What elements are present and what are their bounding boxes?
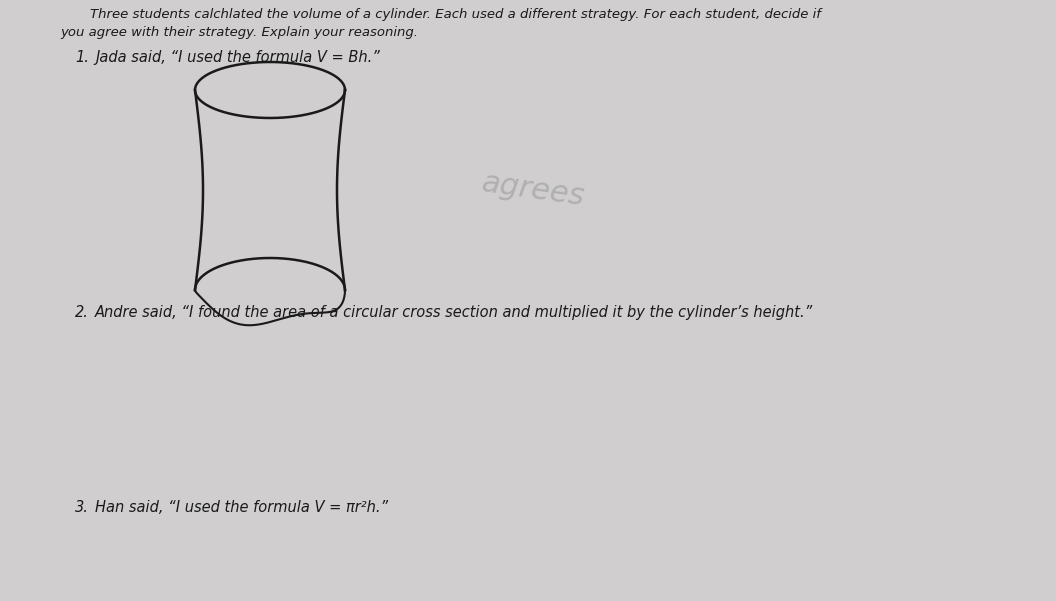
Text: Jada said, “I used the formula V = Bh.”: Jada said, “I used the formula V = Bh.”	[95, 50, 380, 65]
Text: Andre said, “I found the area of a circular cross section and multiplied it by t: Andre said, “I found the area of a circu…	[95, 305, 813, 320]
Text: Three students calchlated the volume of a cylinder. Each used a different strate: Three students calchlated the volume of …	[90, 8, 821, 21]
Text: 3.: 3.	[75, 500, 89, 515]
Text: 1.: 1.	[75, 50, 89, 65]
Text: you agree with their strategy. Explain your reasoning.: you agree with their strategy. Explain y…	[60, 26, 418, 39]
Text: Han said, “I used the formula V = πr²h.”: Han said, “I used the formula V = πr²h.”	[95, 500, 389, 515]
Text: 2.: 2.	[75, 305, 89, 320]
Text: agrees: agrees	[480, 168, 587, 212]
